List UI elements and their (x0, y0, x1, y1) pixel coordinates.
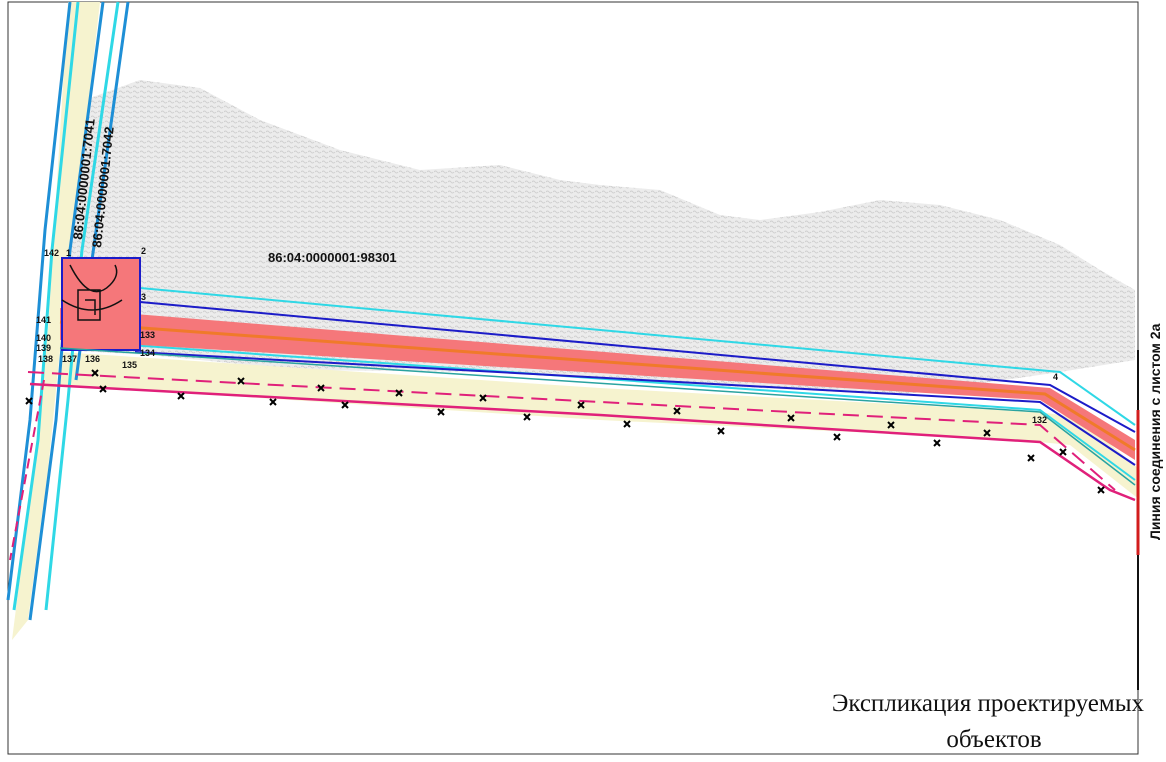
point-139: 139 (36, 343, 51, 353)
site-internal-lines (61, 264, 123, 321)
point-136: 136 (85, 354, 100, 364)
project-axis (59, 320, 1136, 452)
project-site (61, 257, 141, 351)
parcel-label-main: 86:04:0000001:98301 (268, 250, 397, 265)
point-142: 142 (44, 248, 59, 258)
teal-line (59, 347, 1136, 486)
point-3: 3 (141, 292, 146, 302)
vegetation-area (60, 80, 1135, 395)
magenta-boundary-dashed (27, 371, 1116, 491)
explication-title: Экспликация проектируемых объектов (744, 686, 1144, 758)
explication-line-2: объектов (946, 726, 1042, 753)
explication-line-1: Экспликация проектируемых (831, 690, 1144, 717)
road-left-fill (12, 2, 100, 640)
magenta-boundary-solid (29, 382, 1136, 502)
point-133: 133 (140, 330, 155, 340)
point-2: 2 (141, 246, 146, 256)
point-140: 140 (36, 333, 51, 343)
road-corridor (60, 352, 1140, 500)
connection-line-label: Линия соединения с листом 2а (1147, 323, 1163, 540)
cyan-boundary (129, 287, 1136, 481)
point-1: 1 (66, 248, 71, 258)
blue-boundary (134, 301, 1136, 466)
point-134: 134 (140, 348, 155, 358)
point-4: 4 (1053, 372, 1058, 382)
point-132: 132 (1032, 415, 1047, 425)
point-135: 135 (122, 360, 137, 370)
project-strip (60, 308, 1135, 460)
point-137: 137 (62, 354, 77, 364)
point-138: 138 (38, 354, 53, 364)
point-141: 141 (36, 315, 51, 325)
cross-markers (25, 369, 1105, 494)
point-labels: 142 1 2 3 4 141 140 139 138 137 136 135 … (36, 246, 1058, 425)
